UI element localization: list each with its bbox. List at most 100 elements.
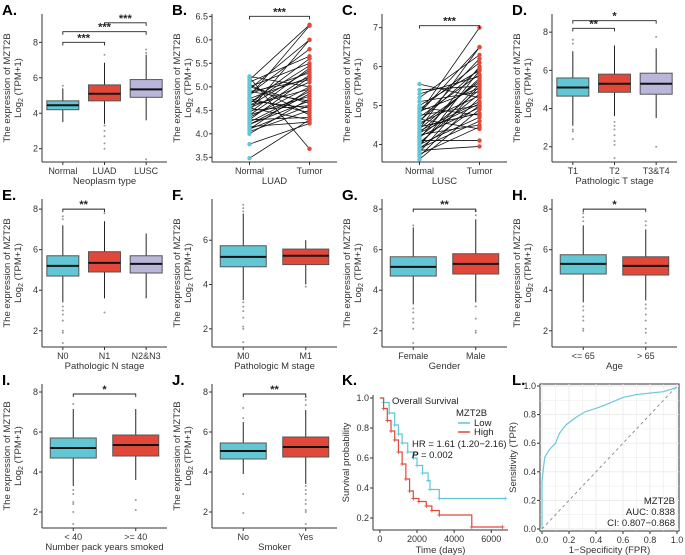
tumor-point <box>477 126 482 132</box>
significance-stars: * <box>612 199 617 211</box>
pair-line <box>419 87 480 112</box>
panel-b: B. 3.5 4.0 4.5 5.0 5.5 6.0 6.5 The expression of… <box>172 2 337 187</box>
y-tick-label: 4 <box>33 467 38 477</box>
censor-mark <box>396 450 401 454</box>
y-tick-label: 6 <box>33 245 38 255</box>
pair-line <box>419 85 480 91</box>
x-axis-label: Pathologic N stage <box>65 361 145 372</box>
x-tick-label: T3&T4 <box>643 166 670 176</box>
pair-line <box>419 124 480 136</box>
y-tick-label: 2 <box>203 507 208 517</box>
outlier-point <box>61 305 64 308</box>
significance-bracket <box>104 22 147 26</box>
y-tick-label: 6 <box>543 245 548 255</box>
pair-line <box>419 58 480 122</box>
normal-point <box>417 130 422 135</box>
pair-line <box>419 83 480 99</box>
y-tick-label: 2 <box>33 144 38 154</box>
auc-text: AUC: 0.838 <box>626 507 675 518</box>
unit-text: (TPM+1) <box>523 243 534 283</box>
normal-point <box>247 112 252 118</box>
x-tick-label: Male <box>466 351 486 361</box>
panel-label: L. <box>512 372 525 389</box>
tumor-point <box>307 86 312 92</box>
normal-point <box>417 118 422 124</box>
box-M1 <box>282 248 330 266</box>
panel-label: K. <box>342 372 357 389</box>
significance-bracket <box>62 31 147 35</box>
outlier-point <box>72 501 75 503</box>
censor-mark <box>392 423 397 427</box>
significance-stars: * <box>102 384 107 396</box>
hazard-ratio-text: HR = 1.61 (1.20−2.16) <box>412 439 507 450</box>
significance-stars: * <box>612 11 617 23</box>
outlier-point <box>304 503 307 505</box>
pair-line <box>249 65 310 104</box>
censor-mark <box>500 525 505 529</box>
y-tick-label: 0.4 <box>523 467 536 477</box>
pair-line <box>249 88 310 107</box>
x-tick-label: <= 65 <box>572 351 595 361</box>
outlier-point <box>72 523 75 525</box>
y-tick-label: 0.6 <box>523 438 536 448</box>
outlier-point <box>242 310 245 313</box>
censor-mark <box>437 496 442 501</box>
pair-line <box>419 91 480 103</box>
normal-point <box>417 126 422 132</box>
log-text: Log <box>13 287 24 303</box>
normal-point <box>247 74 252 79</box>
normal-point <box>417 91 422 97</box>
p-value: = 0.002 <box>418 450 453 461</box>
censor-mark <box>385 418 390 423</box>
panel-c: C. 4 5 6 7 The expression of MZT2B Log2 (TPM+1… <box>342 2 507 187</box>
pair-line <box>249 98 310 114</box>
outlier-point <box>582 212 585 215</box>
x-tick-label: > 65 <box>637 351 655 361</box>
normal-point <box>247 131 252 137</box>
outlier-point <box>304 493 307 495</box>
outlier-point <box>242 316 245 319</box>
y-axis-label-unit: Log2 (TPM+1) <box>183 243 195 303</box>
tumor-point <box>307 72 312 78</box>
pair-line <box>249 24 310 81</box>
outlier-point <box>61 313 64 316</box>
x-tick-label: Tumor <box>467 166 493 176</box>
pair-line <box>249 88 310 130</box>
subscript-2: 2 <box>18 466 25 470</box>
y-tick-label: 8 <box>543 27 548 37</box>
outlier-point <box>412 327 415 330</box>
roc-curve <box>541 386 678 529</box>
outlier-point <box>582 327 585 330</box>
y-tick-label: 2 <box>33 326 38 336</box>
subscript-2: 2 <box>188 283 195 287</box>
outlier-point <box>103 53 106 56</box>
pair-line <box>419 105 480 116</box>
tumor-point <box>307 22 312 28</box>
y-axis-label: The expression of MZT2B <box>512 218 523 327</box>
tumor-point <box>477 81 482 87</box>
pair-line <box>419 68 480 122</box>
pair-line <box>249 107 310 121</box>
outlier-point <box>242 203 245 206</box>
outlier-point <box>613 124 616 127</box>
y-axis-label-unit: Log2 (TPM+1) <box>13 243 25 303</box>
pair-line <box>249 39 310 90</box>
panel-label: E. <box>2 187 16 204</box>
x-axis-label: Age <box>606 361 623 372</box>
outlier-point <box>582 309 585 312</box>
outlier-point <box>582 216 585 219</box>
subscript-2: 2 <box>528 98 535 102</box>
tumor-point <box>477 95 482 100</box>
normal-point <box>247 141 252 147</box>
outlier-point <box>644 303 647 306</box>
x-tick-label: T1 <box>568 166 579 176</box>
panel-l: L. 0.0 0.2 0.4 0.6 0.8 1.0 0.0 0.2 0.4 0.6 0.8 1.0 1−… <box>508 372 683 555</box>
unit-text: (TPM+1) <box>13 426 24 466</box>
outlier-point <box>61 218 64 221</box>
y-axis-label-unit: Log2 (TPM+1) <box>523 243 535 303</box>
normal-point <box>247 105 252 111</box>
unit-text: (TPM+1) <box>523 58 534 98</box>
x-tick-label: 2000 <box>407 534 427 544</box>
